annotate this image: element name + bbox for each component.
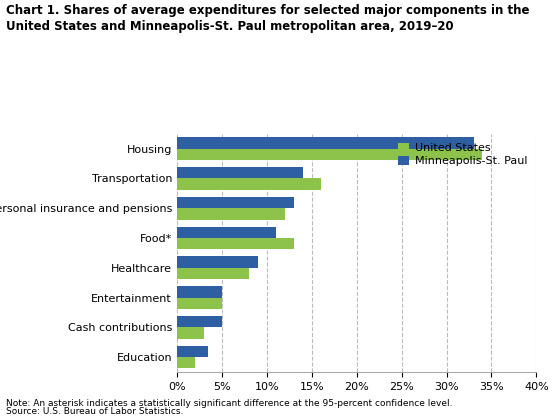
Bar <box>177 149 482 160</box>
Bar <box>177 238 294 249</box>
Bar <box>177 227 276 238</box>
Bar <box>177 346 208 357</box>
Bar <box>177 286 222 298</box>
Bar <box>177 316 222 327</box>
Text: Source: U.S. Bureau of Labor Statistics.: Source: U.S. Bureau of Labor Statistics. <box>6 407 183 416</box>
Text: Note: An asterisk indicates a statistically significant difference at the 95-per: Note: An asterisk indicates a statistica… <box>6 398 452 408</box>
Legend: United States, Minneapolis-St. Paul: United States, Minneapolis-St. Paul <box>395 139 531 170</box>
Bar <box>177 298 222 309</box>
Bar <box>177 327 204 339</box>
Bar <box>177 257 258 268</box>
Bar <box>177 208 285 219</box>
Bar <box>177 268 249 279</box>
Bar <box>177 138 473 149</box>
Bar <box>177 167 303 178</box>
Bar <box>177 178 321 190</box>
Bar <box>177 197 294 208</box>
Bar <box>177 357 195 368</box>
Text: Chart 1. Shares of average expenditures for selected major components in the
Uni: Chart 1. Shares of average expenditures … <box>6 4 529 33</box>
